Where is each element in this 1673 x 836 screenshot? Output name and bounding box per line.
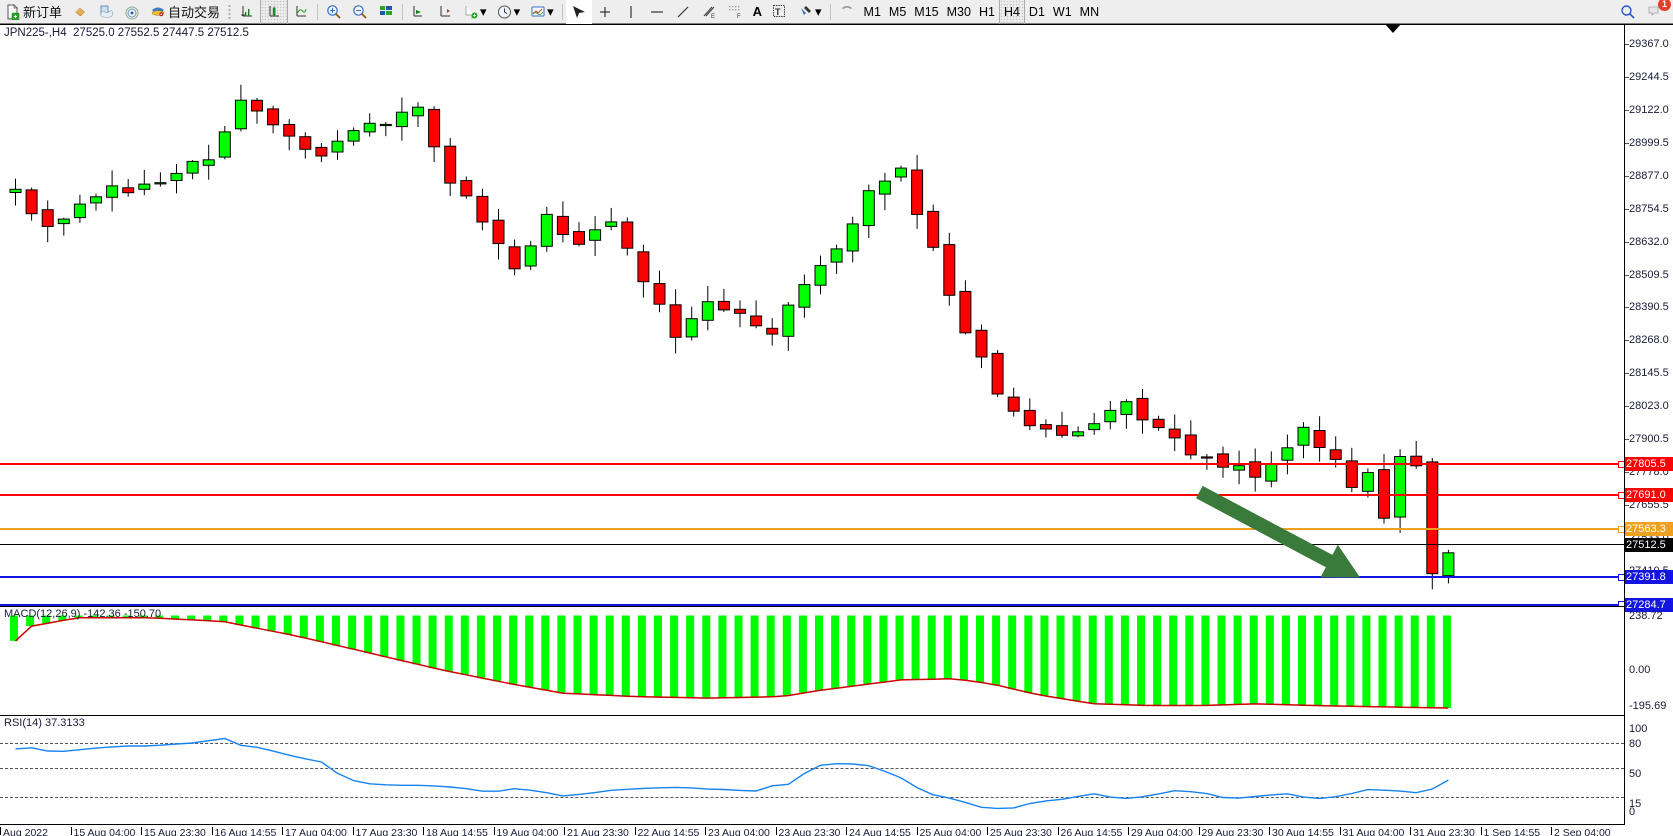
svg-text:F: F bbox=[737, 14, 741, 20]
svg-text:T: T bbox=[775, 7, 781, 17]
svg-text:E: E bbox=[711, 14, 715, 20]
